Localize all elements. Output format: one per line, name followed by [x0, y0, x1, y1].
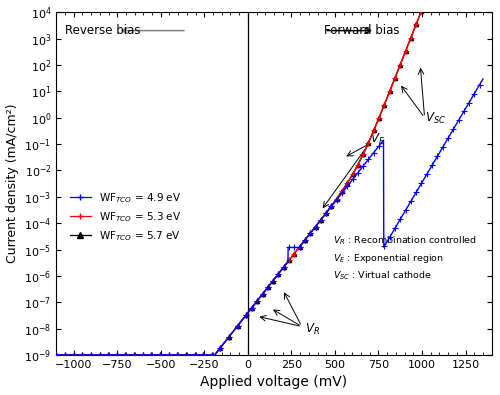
Legend: WF$_{TCO}$ = 4.9 eV, WF$_{TCO}$ = 5.3 eV, WF$_{TCO}$ = 5.7 eV: WF$_{TCO}$ = 4.9 eV, WF$_{TCO}$ = 5.3 eV…: [66, 187, 186, 247]
Text: $V_R$: $V_R$: [306, 322, 320, 337]
Text: Forward bias: Forward bias: [324, 24, 400, 37]
Text: $V_E$: $V_E$: [370, 132, 385, 147]
X-axis label: Applied voltage (mV): Applied voltage (mV): [200, 375, 348, 389]
Text: $V_R$ : Recombination controlled
$V_E$ : Exponential region
$V_{SC}$ : Virtual c: $V_R$ : Recombination controlled $V_E$ :…: [333, 235, 477, 282]
Text: $V_{SC}$: $V_{SC}$: [426, 111, 446, 126]
Text: Reverse bias: Reverse bias: [65, 24, 140, 37]
Y-axis label: Current density (mA/cm²): Current density (mA/cm²): [6, 104, 18, 263]
